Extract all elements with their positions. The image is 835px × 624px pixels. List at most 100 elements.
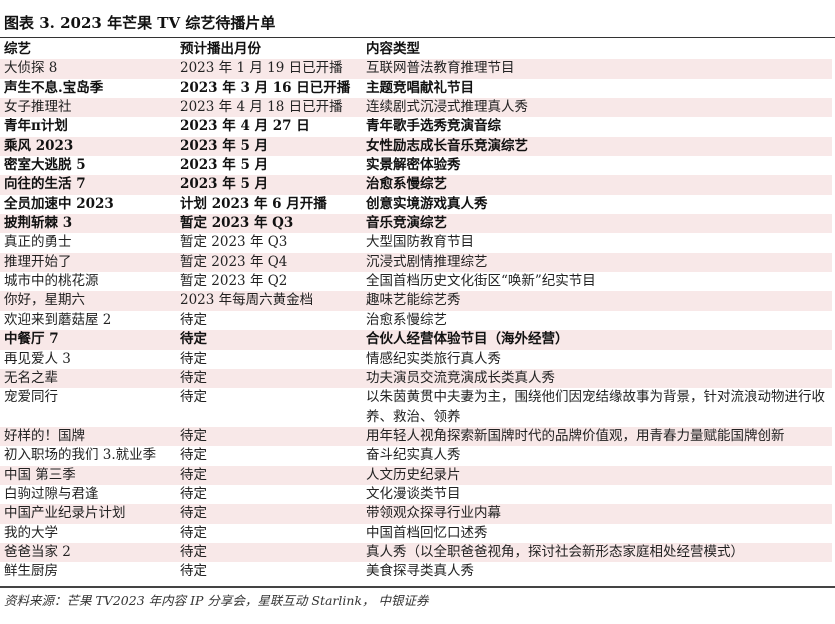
show-name: 中国产业纪录片计划: [0, 504, 176, 524]
show-name: 鲜生厨房: [4, 563, 58, 580]
show-name: 大侦探 8: [0, 59, 176, 79]
table-row: 欢迎来到蘑菇屋 2 待定 治愈系慢综艺: [0, 311, 832, 330]
air-date: 待定: [180, 485, 207, 502]
content-type: 用年轻人视角探索新国牌时代的品牌价值观，用青春力量赋能国牌创新: [362, 426, 832, 447]
show-name: 无名之辈: [0, 368, 176, 389]
air-date: 暂定 2023 年 Q3: [176, 214, 362, 234]
air-date: 2023 年 5 月: [180, 157, 269, 174]
table-row: 再见爱人 3 待定 情感纪实类旅行真人秀: [0, 350, 832, 369]
table-row: 我的大学 待定 中国首档回忆口述秀: [0, 524, 832, 543]
air-date: 暂定 2023 年 Q4: [176, 252, 362, 273]
content-type: 美食探寻类真人秀: [366, 563, 474, 580]
show-name: 披荆斩棘 3: [0, 214, 176, 234]
header-show: 综艺: [4, 41, 31, 57]
table-row: 全员加速中 2023 计划 2023 年 6 月开播 创意实境游戏真人秀: [0, 195, 832, 214]
table-row: 初入职场的我们 3.就业季 待定 奋斗纪实真人秀: [0, 446, 832, 465]
show-name: 宠爱同行: [4, 389, 58, 406]
content-type: 中国首档回忆口述秀: [366, 524, 488, 541]
show-name: 推理开始了: [0, 252, 176, 273]
show-name: 我的大学: [4, 524, 58, 541]
air-date: 待定: [176, 368, 362, 389]
show-name: 好样的！国牌: [0, 426, 176, 447]
air-date: 待定: [176, 330, 362, 350]
content-type: 治愈系慢综艺: [362, 175, 832, 195]
air-date: 2023 年 1 月 19 日已开播: [176, 59, 362, 79]
air-date: 待定: [180, 563, 207, 580]
show-name: 初入职场的我们 3.就业季: [4, 447, 157, 464]
content-type: 以朱茵黄贯中夫妻为主，围绕他们因宠结缘故事为背景，针对流浪动物进行收养、救治、领…: [366, 389, 825, 425]
content-type: 女性励志成长音乐竞演综艺: [362, 136, 832, 157]
content-type: 带领观众探寻行业内幕: [362, 504, 832, 524]
air-date: 待定: [176, 426, 362, 447]
content-type: 主题竞唱献礼节目: [366, 79, 474, 96]
show-name: 中国 第三季: [0, 465, 176, 485]
table-header-row: 综艺 预计播出月份 内容类型: [0, 40, 832, 59]
show-name: 中餐厅 7: [0, 330, 176, 350]
table-row: 白驹过隙与君逢 待定 文化漫谈类节目: [0, 485, 832, 504]
air-date: 2023 年 4 月 27 日: [180, 118, 310, 135]
air-date: 待定: [180, 311, 207, 328]
content-type: 治愈系慢综艺: [366, 311, 447, 328]
air-date: 待定: [176, 465, 362, 485]
table-row: 大侦探 8 2023 年 1 月 19 日已开播 互联网普法教育推理节目: [0, 59, 832, 79]
table-row: 声生不息.宝岛季 2023 年 3 月 16 日已开播 主题竞唱献礼节目: [0, 79, 832, 98]
table-row: 真正的勇士 暂定 2023 年 Q3 大型国防教育节目: [0, 233, 832, 252]
show-name: 欢迎来到蘑菇屋 2: [4, 311, 112, 328]
bottom-rule: [0, 586, 835, 588]
variety-show-table: 综艺 预计播出月份 内容类型 大侦探 8 2023 年 1 月 19 日已开播 互联…: [0, 40, 832, 582]
air-date: 2023 年 5 月: [176, 136, 362, 157]
air-date: 2023 年每周六黄金档: [176, 291, 362, 311]
table-row: 中餐厅 7 待定 合伙人经营体验节目（海外经营）: [0, 330, 832, 350]
content-type: 真人秀（以全职爸爸视角，探讨社会新形态家庭相处经营模式）: [362, 542, 832, 563]
air-date: 暂定 2023 年 Q3: [180, 234, 288, 251]
content-type: 实景解密体验秀: [366, 157, 461, 174]
table-row: 你好，星期六 2023 年每周六黄金档 趣味艺能综艺秀: [0, 291, 832, 311]
table-row: 披荆斩棘 3 暂定 2023 年 Q3 音乐竞演综艺: [0, 214, 832, 234]
content-type: 合伙人经营体验节目（海外经营）: [362, 330, 832, 350]
show-name: 向往的生活 7: [0, 175, 176, 195]
table-row: 爸爸当家 2 待定 真人秀（以全职爸爸视角，探讨社会新形态家庭相处经营模式）: [0, 542, 832, 563]
content-type: 人文历史纪录片: [362, 465, 832, 485]
content-type: 大型国防教育节目: [366, 234, 474, 251]
air-date: 计划 2023 年 6 月开播: [180, 195, 327, 212]
air-date: 暂定 2023 年 Q2: [180, 273, 288, 290]
content-type: 互联网普法教育推理节目: [362, 59, 832, 79]
show-name: 白驹过隙与君逢: [4, 485, 99, 502]
show-name: 真正的勇士: [4, 234, 72, 251]
show-name: 爸爸当家 2: [0, 542, 176, 563]
table-row: 中国 第三季 待定 人文历史纪录片: [0, 465, 832, 485]
table-row: 向往的生活 7 2023 年 5 月治愈系慢综艺: [0, 175, 832, 195]
table-row: 鲜生厨房 待定 美食探寻类真人秀: [0, 562, 832, 581]
table-row: 密室大逃脱 5 2023 年 5 月 实景解密体验秀: [0, 156, 832, 175]
air-date: 待定: [180, 389, 207, 406]
show-name: 再见爱人 3: [4, 350, 71, 367]
content-type: 创意实境游戏真人秀: [366, 195, 488, 212]
air-date: 待定: [176, 542, 362, 563]
top-rule: [0, 37, 835, 38]
air-date: 待定: [180, 350, 207, 367]
table-row: 推理开始了 暂定 2023 年 Q4 沉浸式剧情推理综艺: [0, 252, 832, 273]
show-name: 全员加速中 2023: [4, 195, 114, 212]
figure-title: 图表 3. 2023 年芒果 TV 综艺待播片单: [4, 14, 276, 32]
air-date: 待定: [180, 447, 207, 464]
table-row: 城市中的桃花源 暂定 2023 年 Q2 全国首档历史文化街区“唤新”纪实节目: [0, 272, 832, 291]
content-type: 青年歌手选秀竞演音综: [366, 118, 501, 135]
table-row: 青年π计划 2023 年 4 月 27 日 青年歌手选秀竞演音综: [0, 117, 832, 136]
source-note: 资料来源：芒果 TV2023 年内容 IP 分享会，星联互动 Starlink，…: [4, 593, 429, 608]
table-row: 中国产业纪录片计划 待定 带领观众探寻行业内幕: [0, 504, 832, 524]
show-name: 声生不息.宝岛季: [4, 79, 104, 96]
content-type: 文化漫谈类节目: [366, 485, 461, 502]
show-name: 乘风 2023: [0, 136, 176, 157]
show-name: 女子推理社: [0, 98, 176, 118]
show-name: 城市中的桃花源: [4, 273, 99, 290]
content-type: 情感纪实类旅行真人秀: [366, 350, 501, 367]
header-type: 内容类型: [366, 41, 420, 57]
content-type: 全国首档历史文化街区“唤新”纪实节目: [366, 273, 596, 290]
header-date: 预计播出月份: [180, 41, 261, 57]
content-type: 沉浸式剧情推理综艺: [362, 252, 832, 273]
show-name: 你好，星期六: [0, 291, 176, 311]
air-date: 2023 年 3 月 16 日已开播: [180, 79, 351, 96]
content-type: 功夫演员交流竞演成长类真人秀: [362, 368, 832, 389]
table-row: 女子推理社 2023 年 4 月 18 日已开播 连续剧式沉浸式推理真人秀: [0, 98, 832, 118]
show-name: 密室大逃脱 5: [4, 157, 86, 174]
